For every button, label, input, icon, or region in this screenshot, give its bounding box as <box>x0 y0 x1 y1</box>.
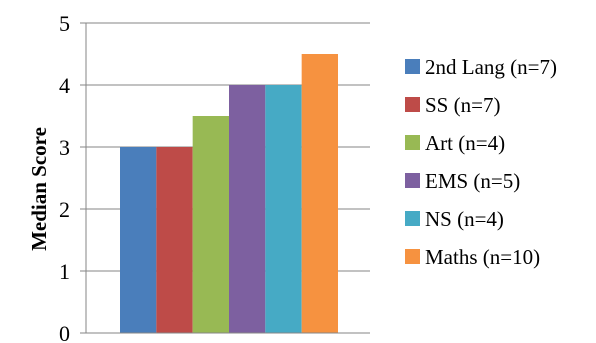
axes <box>80 22 370 334</box>
y-tick-labels: 0 1 2 3 4 5 <box>59 11 70 343</box>
bar-ns <box>265 85 302 333</box>
bar-maths <box>301 54 338 333</box>
legend: 2nd Lang (n=7) SS (n=7) Art (n=4) EMS (n=5)… <box>405 55 557 269</box>
y-tick-label-1: 1 <box>59 259 70 284</box>
legend-swatch-0 <box>405 59 420 74</box>
legend-swatch-4 <box>405 211 420 226</box>
y-axis-label: Median Score <box>27 127 51 251</box>
legend-label-1: SS (n=7) <box>425 93 500 117</box>
legend-swatch-2 <box>405 135 420 150</box>
bar-ems <box>229 85 266 333</box>
legend-label-0: 2nd Lang (n=7) <box>425 55 557 79</box>
legend-swatch-3 <box>405 173 420 188</box>
y-tick-label-0: 0 <box>59 321 70 343</box>
y-tick-label-5: 5 <box>59 11 70 36</box>
bars-group <box>120 54 338 333</box>
legend-label-4: NS (n=4) <box>425 207 504 231</box>
legend-label-5: Maths (n=10) <box>425 245 540 269</box>
bar-2nd <box>120 147 157 333</box>
legend-swatch-5 <box>405 249 420 264</box>
y-tick-label-2: 2 <box>59 197 70 222</box>
bar-art <box>192 116 229 333</box>
bar-ss <box>156 147 193 333</box>
legend-label-3: EMS (n=5) <box>425 169 520 193</box>
y-tick-label-4: 4 <box>59 73 70 98</box>
legend-label-2: Art (n=4) <box>425 131 505 155</box>
legend-swatch-1 <box>405 97 420 112</box>
y-tick-label-3: 3 <box>59 135 70 160</box>
